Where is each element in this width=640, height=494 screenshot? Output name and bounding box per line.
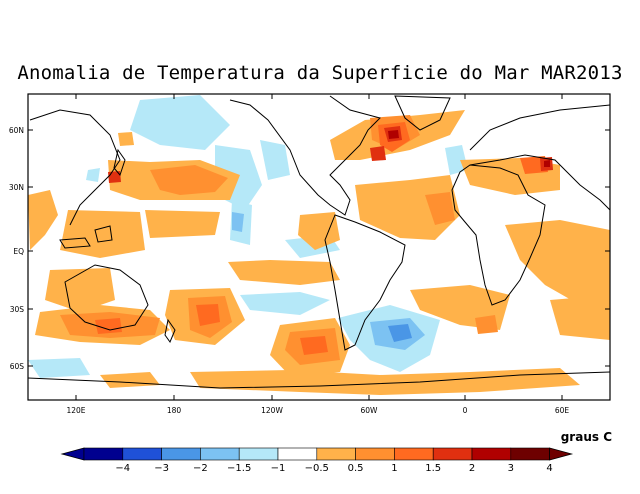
- legend-swatch: [200, 447, 240, 461]
- legend-swatch: [355, 447, 395, 461]
- legend-tick-label: −3: [154, 463, 169, 474]
- map-title: Anomalia de Temperatura da Superficie do…: [17, 62, 623, 84]
- legend-swatch: [510, 447, 550, 461]
- lat-label: EQ: [13, 247, 24, 256]
- coastlines: [27, 95, 611, 389]
- legend-swatch: [471, 447, 512, 461]
- lon-label: 180: [167, 406, 182, 415]
- legend-tick-label: 1.5: [425, 463, 441, 474]
- legend-arrow-right: [549, 447, 574, 461]
- legend-tick-label: −4: [115, 463, 130, 474]
- lon-label: 120E: [66, 406, 85, 415]
- legend-swatch: [161, 447, 201, 461]
- legend-unit: graus C: [561, 430, 612, 444]
- legend-swatch: [83, 447, 124, 461]
- legend-tick-label: 3: [508, 463, 514, 474]
- lat-label: 30S: [10, 305, 25, 314]
- lon-label: 120W: [261, 406, 283, 415]
- legend-arrow-left: [60, 447, 85, 461]
- anomaly-fields: [28, 95, 610, 395]
- legend-tick-label: 0.5: [348, 463, 364, 474]
- latitude-axis: 60N 30N EQ 30S 60S: [9, 126, 610, 371]
- legend-swatch: [432, 447, 473, 461]
- lon-label: 0: [463, 406, 468, 415]
- lon-label: 60W: [361, 406, 379, 415]
- legend-swatch: [122, 447, 162, 461]
- legend-tick-label: −1.5: [227, 463, 251, 474]
- legend-swatch: [316, 447, 356, 461]
- legend-swatch: [394, 447, 434, 461]
- legend-tick-label: −2: [193, 463, 208, 474]
- lat-label: 30N: [9, 183, 24, 192]
- legend-tick-label: 4: [546, 463, 552, 474]
- legend-tick-label: 2: [469, 463, 475, 474]
- legend-tick-label: −1: [271, 463, 286, 474]
- lat-label: 60N: [9, 126, 24, 135]
- legend-tick-label: 1: [391, 463, 397, 474]
- longitude-axis: 120E 180 120W 60W 0 60E: [66, 94, 569, 415]
- legend-swatch: [238, 447, 279, 461]
- lon-label: 60E: [555, 406, 570, 415]
- legend-swatch: [277, 447, 318, 461]
- color-legend: −4 −3 −2 −1.5 −1 −0.5 0.5 1 1.5 2 3 4: [60, 447, 574, 474]
- legend-tick-label: −0.5: [305, 463, 329, 474]
- map-frame: [27, 93, 611, 401]
- lat-label: 60S: [10, 362, 25, 371]
